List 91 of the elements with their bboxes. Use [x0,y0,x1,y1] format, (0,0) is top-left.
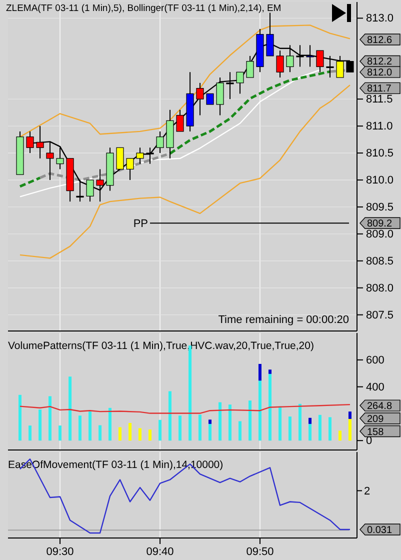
bar [178,416,182,441]
candlestick [56,147,64,170]
bar [308,418,312,424]
bar [348,412,352,419]
y-tick-label: 807.5 [366,309,394,322]
candlestick [336,55,344,78]
bar [258,380,262,441]
bar [38,410,42,441]
x-tick-label: 09:50 [246,546,274,558]
bar [28,426,32,441]
chart-title: ZLEMA(TF 03-11 (1 Min),5), Bollinger(TF 03-11 (1 Min),2,14), EM [6,3,282,14]
candlestick [216,77,224,116]
text: 264.8 [367,401,392,412]
bar [88,412,92,441]
y-tick-label: 808.5 [366,255,394,268]
candlestick [326,55,334,78]
bar [168,391,172,441]
candlestick [136,147,144,164]
candlestick [126,158,134,180]
line-series [38,152,172,182]
y-tick-label: 810.0 [366,174,394,187]
bar [58,426,62,441]
bar [118,427,122,441]
bar [48,396,52,441]
bar [268,370,272,374]
candlestick [46,142,54,180]
y-tick-label: 809.0 [366,228,394,240]
bar [258,364,262,381]
candlestick [246,55,254,78]
bar [148,430,152,441]
bar [338,430,342,441]
y-tick-label: 811.5 [366,94,393,106]
annotation: Time remaining = 00:00:20 [218,314,349,326]
bar [78,416,82,441]
bar [318,414,322,441]
line-series [168,70,332,155]
bar [128,422,132,441]
ref-line-label: PP [133,218,148,230]
bar [328,417,332,441]
y-tick-label: 813.0 [366,12,394,25]
text: 812.6 [367,35,392,46]
candlestick [226,72,234,100]
bar [248,400,252,441]
bar [288,416,292,441]
y-tick-label: 809.5 [366,201,394,214]
line-series [19,69,321,198]
bar [348,418,352,441]
text: 158 [367,426,384,438]
y-tick-label: 810.5 [366,148,394,160]
bar [198,414,202,441]
bar [238,421,242,441]
candlestick [316,50,324,73]
bar [158,420,162,441]
bar [208,424,212,441]
text: 812.0 [367,68,392,79]
text: 209 [367,414,384,425]
text: 811.7 [367,84,392,95]
text: 0.031 [367,524,392,536]
candlestick [146,147,154,164]
bar [218,402,222,441]
text: VolumePatterns(TF 03-11 (1 Min),True,HVC.wav,20,True,True,20) [8,340,314,352]
bar [278,406,282,441]
text: 812.2 [367,56,392,68]
y-tick-label: 808.0 [366,282,394,294]
bar [298,404,302,441]
bar [228,404,232,441]
bar [98,425,102,441]
text: 809.2 [367,218,392,230]
candlestick [176,109,184,132]
line-series [19,84,351,259]
candlestick [206,93,214,105]
candlestick [236,72,244,94]
bar [108,408,112,441]
y-tick-label: 600 [366,354,384,366]
candlestick [156,130,164,154]
candlestick [36,126,44,159]
bar [208,420,212,424]
bar [68,376,72,441]
bar [18,394,22,441]
candlestick [276,50,284,78]
bar [268,374,272,441]
x-tick-label: 09:30 [46,546,74,558]
text: 2 [364,486,370,498]
bar [308,424,312,441]
x-tick-label: 09:40 [146,546,174,558]
y-tick-label: 811.0 [366,120,393,133]
bar [138,428,142,441]
line-series [19,404,351,414]
candlestick [196,82,204,116]
y-tick-label: 400 [366,381,384,394]
candlestick [116,147,124,170]
